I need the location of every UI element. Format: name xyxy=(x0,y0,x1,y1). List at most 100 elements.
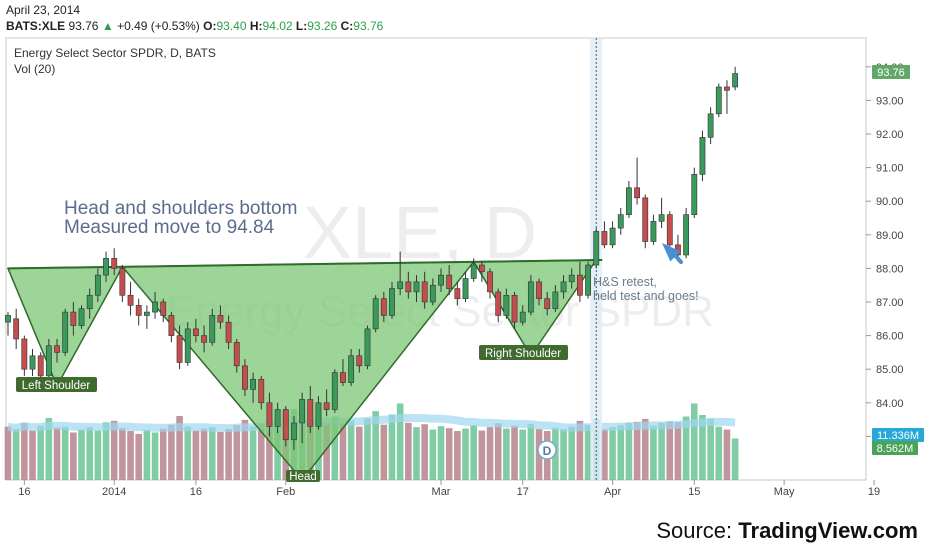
candle-body xyxy=(519,311,526,323)
volume-bar xyxy=(478,430,486,480)
candle-body xyxy=(487,271,493,293)
volume-bar xyxy=(12,429,20,480)
volume-bar xyxy=(347,420,355,480)
candle-body xyxy=(340,372,346,383)
candle-body xyxy=(609,227,616,246)
candle-body xyxy=(601,231,608,246)
candle-body xyxy=(683,214,690,256)
candle-body xyxy=(54,345,60,353)
volume-bar xyxy=(454,431,461,480)
candle-body xyxy=(389,288,395,316)
candle-body xyxy=(94,274,101,296)
y-tick-label: 91.00 xyxy=(876,163,904,175)
volume-bar xyxy=(356,426,363,480)
y-tick-label: 93.00 xyxy=(876,95,904,107)
event-marker[interactable]: D xyxy=(537,440,557,460)
volume-bar xyxy=(78,429,85,480)
source-prefix: Source: xyxy=(656,518,733,543)
volume-bar xyxy=(527,423,535,480)
watermark-symbol: XLE, D xyxy=(303,191,537,274)
volume-bar xyxy=(707,418,714,480)
volume-bar xyxy=(257,423,265,480)
retest-note-line-2: held test and goes! xyxy=(593,289,699,303)
candle-body xyxy=(724,86,730,91)
candle-body xyxy=(715,86,722,115)
candle-body xyxy=(429,284,436,303)
volume-bar xyxy=(486,427,494,480)
volume-bar xyxy=(372,411,379,480)
candle-body xyxy=(299,399,306,424)
volume-bar xyxy=(249,426,257,480)
volume-bar xyxy=(437,426,445,480)
volume-bar xyxy=(723,429,731,480)
candle-body xyxy=(576,274,583,296)
candle-body xyxy=(536,281,542,299)
candle-body xyxy=(699,137,706,175)
chart-date: April 23, 2014 xyxy=(6,3,81,17)
y-tick-label: 85.00 xyxy=(876,364,904,376)
candle-body xyxy=(552,291,559,310)
volume-bar xyxy=(241,419,249,480)
volume-bar xyxy=(135,433,143,480)
candle-body xyxy=(86,294,93,310)
volume-bar xyxy=(94,430,102,480)
volume-bar xyxy=(331,416,339,480)
candle-body xyxy=(372,298,379,330)
candle-body xyxy=(511,294,518,323)
candle-body xyxy=(478,264,485,273)
volume-bar xyxy=(462,428,469,480)
candle-body xyxy=(315,402,322,427)
volume-average-badge-text: 11.336M xyxy=(877,430,919,442)
candle-body xyxy=(691,174,698,215)
candle-body xyxy=(585,264,591,296)
candle-body xyxy=(258,378,265,404)
volume-bar xyxy=(110,420,118,480)
volume-bar xyxy=(127,431,134,480)
y-tick-label: 86.00 xyxy=(876,331,904,343)
open-value: 93.40 xyxy=(216,19,247,33)
right-shoulder-text: Right Shoulder xyxy=(485,348,561,360)
x-tick-label: 16 xyxy=(190,486,202,498)
candle-body xyxy=(217,315,224,323)
legend-title: Energy Select Sector SPDR, D, BATS xyxy=(14,46,216,60)
candle-body xyxy=(274,409,281,427)
candle-body xyxy=(250,378,256,390)
price-axis[interactable]: 83.0084.0085.0086.0087.0088.0089.0090.00… xyxy=(866,62,904,444)
volume-bar xyxy=(86,427,93,480)
candle-body xyxy=(650,221,657,242)
volume-bar xyxy=(143,430,151,480)
time-axis[interactable]: 16 2014 16 Feb Mar 17 Apr 15 May 19 xyxy=(18,480,880,498)
x-tick-label: 15 xyxy=(688,486,700,498)
low-label: L: xyxy=(295,19,308,33)
candle-body xyxy=(225,321,232,343)
candle-body xyxy=(544,298,551,310)
candle-body xyxy=(291,422,297,441)
candle-body xyxy=(397,281,404,289)
candle-body xyxy=(626,187,632,215)
volume-bar xyxy=(233,425,241,480)
candle-body xyxy=(348,355,355,383)
candle-body xyxy=(152,301,158,313)
x-tick-label: 2014 xyxy=(102,486,126,498)
candles xyxy=(5,66,739,450)
candle-body xyxy=(266,402,273,427)
plot-frame xyxy=(5,37,867,481)
last-price: 93.76 xyxy=(68,19,99,33)
volume-bar xyxy=(674,422,682,480)
candle-body xyxy=(201,335,207,343)
source-brand: TradingView.com xyxy=(738,518,918,543)
legend: Energy Select Sector SPDR, D, BATS Vol (… xyxy=(14,46,216,76)
candle-body xyxy=(617,214,624,229)
volume-last-badge-text: 8.562M xyxy=(877,443,914,455)
candle-body xyxy=(413,281,420,293)
candle-body xyxy=(168,315,175,336)
x-tick-label: 17 xyxy=(517,486,529,498)
volume-bar xyxy=(641,418,649,480)
x-tick-label: 16 xyxy=(18,486,30,498)
candle-body xyxy=(707,113,714,138)
candle-body xyxy=(470,264,477,279)
candle-body xyxy=(446,274,453,289)
volume-bar xyxy=(494,423,502,480)
volume-bar xyxy=(70,432,77,480)
